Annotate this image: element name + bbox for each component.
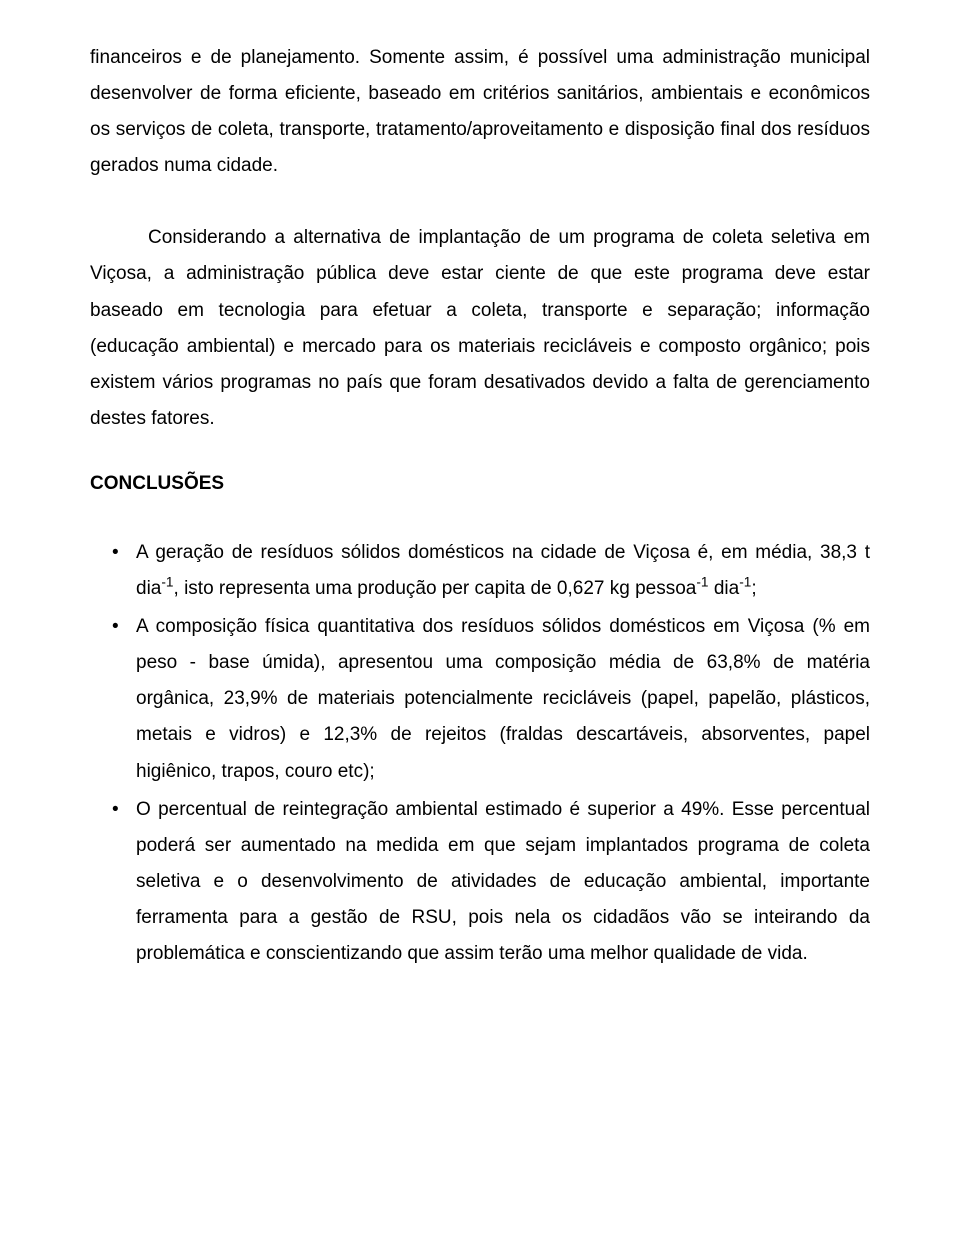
- conclusion-1-part-b: , isto representa uma produção per capit…: [174, 578, 697, 599]
- superscript-minus-one: -1: [739, 575, 751, 590]
- conclusions-heading: CONCLUSÕES: [90, 473, 870, 495]
- conclusion-1-part-c: dia: [709, 578, 740, 599]
- paragraph-2-text: Considerando a alternativa de implantaçã…: [90, 227, 870, 428]
- superscript-minus-one: -1: [161, 575, 173, 590]
- list-item: A geração de resíduos sólidos domésticos…: [136, 535, 870, 607]
- conclusion-3-text: O percentual de reintegração ambiental e…: [136, 799, 870, 964]
- conclusion-1-part-d: ;: [751, 578, 756, 599]
- paragraph-1-text: financeiros e de planejamento. Somente a…: [90, 47, 870, 176]
- superscript-minus-one: -1: [696, 575, 708, 590]
- body-paragraph-1: financeiros e de planejamento. Somente a…: [90, 40, 870, 184]
- body-paragraph-2: Considerando a alternativa de implantaçã…: [90, 220, 870, 437]
- conclusions-list: A geração de resíduos sólidos domésticos…: [90, 535, 870, 972]
- conclusion-2-text: A composição física quantitativa dos res…: [136, 616, 870, 781]
- list-item: O percentual de reintegração ambiental e…: [136, 792, 870, 972]
- list-item: A composição física quantitativa dos res…: [136, 609, 870, 789]
